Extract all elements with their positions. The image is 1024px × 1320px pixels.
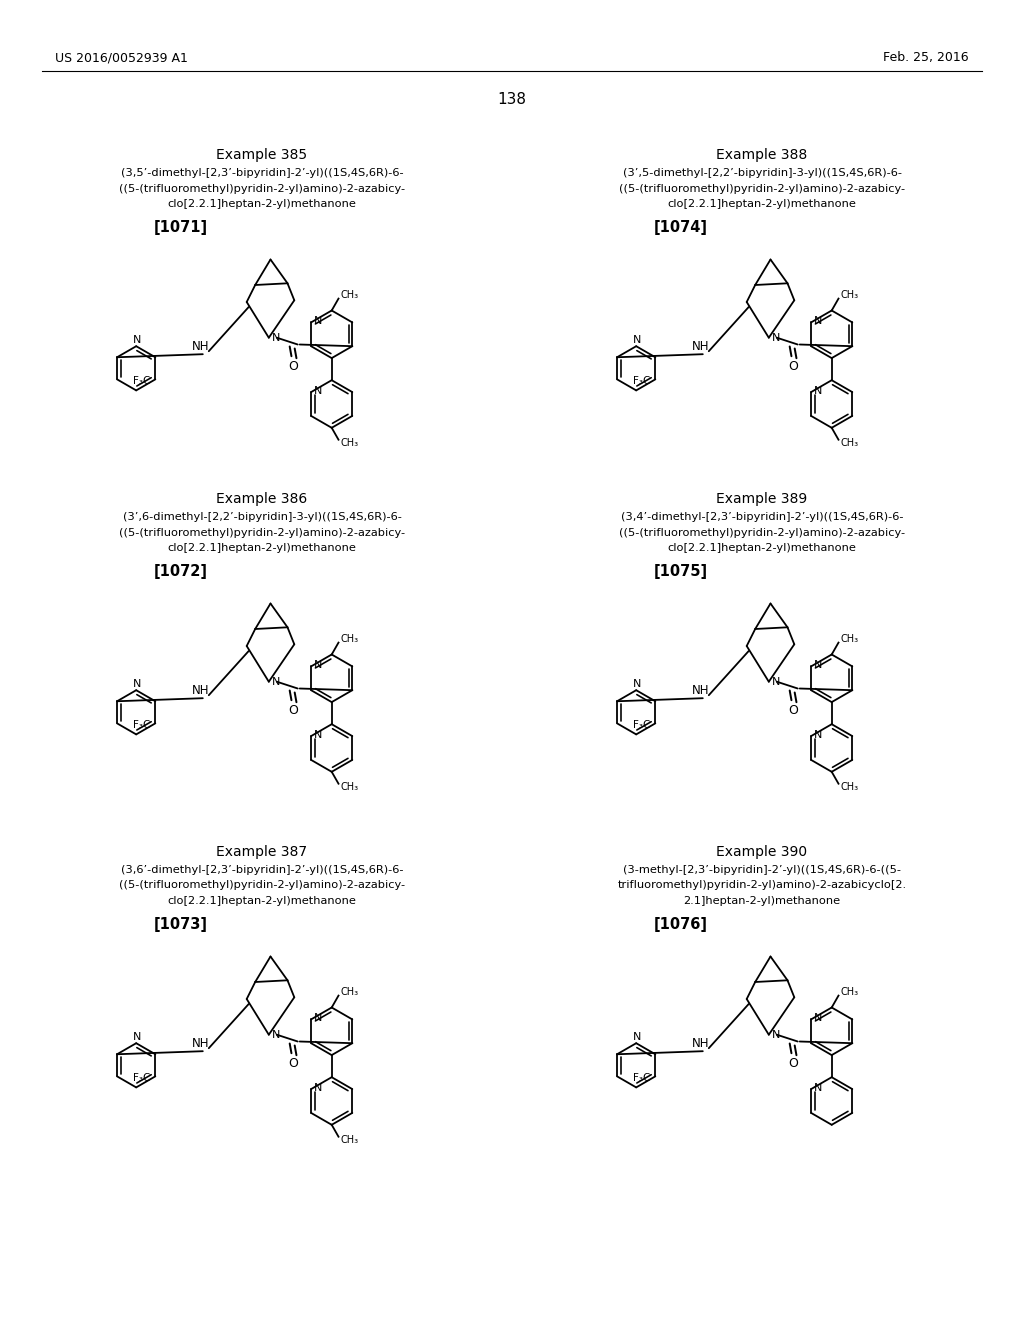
Text: N: N bbox=[133, 680, 141, 689]
Text: clo[2.2.1]heptan-2-yl)methanone: clo[2.2.1]heptan-2-yl)methanone bbox=[168, 543, 356, 553]
Text: clo[2.2.1]heptan-2-yl)methanone: clo[2.2.1]heptan-2-yl)methanone bbox=[668, 199, 856, 209]
Text: clo[2.2.1]heptan-2-yl)methanone: clo[2.2.1]heptan-2-yl)methanone bbox=[168, 896, 356, 906]
Text: N: N bbox=[633, 1032, 641, 1043]
Text: N: N bbox=[133, 1032, 141, 1043]
Text: Example 388: Example 388 bbox=[717, 148, 808, 162]
Text: N: N bbox=[271, 677, 281, 686]
Text: (3-methyl-[2,3’-bipyridin]-2’-yl)((1S,4S,6R)-6-((5-: (3-methyl-[2,3’-bipyridin]-2’-yl)((1S,4S… bbox=[623, 865, 901, 875]
Text: N: N bbox=[772, 1030, 780, 1040]
Text: CH₃: CH₃ bbox=[841, 634, 858, 644]
Text: ((5-(trifluoromethyl)pyridin-2-yl)amino)-2-azabicy-: ((5-(trifluoromethyl)pyridin-2-yl)amino)… bbox=[618, 183, 905, 194]
Text: Example 390: Example 390 bbox=[717, 845, 808, 859]
Text: ((5-(trifluoromethyl)pyridin-2-yl)amino)-2-azabicy-: ((5-(trifluoromethyl)pyridin-2-yl)amino)… bbox=[119, 880, 406, 891]
Text: N: N bbox=[814, 730, 822, 741]
Text: N: N bbox=[814, 1014, 822, 1023]
Text: N: N bbox=[314, 730, 323, 741]
Text: CH₃: CH₃ bbox=[340, 1135, 358, 1144]
Text: (3’,6-dimethyl-[2,2’-bipyridin]-3-yl)((1S,4S,6R)-6-: (3’,6-dimethyl-[2,2’-bipyridin]-3-yl)((1… bbox=[123, 512, 401, 521]
Text: CH₃: CH₃ bbox=[340, 781, 358, 792]
Text: O: O bbox=[788, 360, 799, 372]
Text: F₃C: F₃C bbox=[133, 721, 151, 730]
Text: CH₃: CH₃ bbox=[340, 438, 358, 447]
Text: N: N bbox=[814, 660, 822, 671]
Text: [1071]: [1071] bbox=[154, 220, 208, 235]
Text: NH: NH bbox=[193, 339, 210, 352]
Text: NH: NH bbox=[193, 1036, 210, 1049]
Text: O: O bbox=[788, 1057, 799, 1069]
Text: N: N bbox=[314, 385, 323, 396]
Text: 2.1]heptan-2-yl)methanone: 2.1]heptan-2-yl)methanone bbox=[683, 896, 841, 906]
Text: F₃C: F₃C bbox=[633, 721, 650, 730]
Text: N: N bbox=[772, 677, 780, 686]
Text: Example 389: Example 389 bbox=[717, 492, 808, 506]
Text: CH₃: CH₃ bbox=[340, 290, 358, 300]
Text: O: O bbox=[289, 704, 298, 717]
Text: NH: NH bbox=[692, 684, 710, 697]
Text: [1074]: [1074] bbox=[654, 220, 708, 235]
Text: clo[2.2.1]heptan-2-yl)methanone: clo[2.2.1]heptan-2-yl)methanone bbox=[168, 199, 356, 209]
Text: US 2016/0052939 A1: US 2016/0052939 A1 bbox=[55, 51, 187, 65]
Text: NH: NH bbox=[193, 684, 210, 697]
Text: O: O bbox=[289, 360, 298, 372]
Text: N: N bbox=[814, 1084, 822, 1093]
Text: Feb. 25, 2016: Feb. 25, 2016 bbox=[884, 51, 969, 65]
Text: N: N bbox=[314, 317, 323, 326]
Text: N: N bbox=[271, 333, 281, 343]
Text: [1075]: [1075] bbox=[654, 564, 709, 579]
Text: CH₃: CH₃ bbox=[841, 438, 858, 447]
Text: N: N bbox=[271, 1030, 281, 1040]
Text: N: N bbox=[314, 1084, 323, 1093]
Text: CH₃: CH₃ bbox=[841, 290, 858, 300]
Text: F₃C: F₃C bbox=[633, 376, 650, 387]
Text: N: N bbox=[314, 1014, 323, 1023]
Text: O: O bbox=[289, 1057, 298, 1069]
Text: clo[2.2.1]heptan-2-yl)methanone: clo[2.2.1]heptan-2-yl)methanone bbox=[668, 543, 856, 553]
Text: [1073]: [1073] bbox=[154, 917, 208, 932]
Text: F₃C: F₃C bbox=[133, 1073, 151, 1084]
Text: CH₃: CH₃ bbox=[841, 987, 858, 997]
Text: ((5-(trifluoromethyl)pyridin-2-yl)amino)-2-azabicy-: ((5-(trifluoromethyl)pyridin-2-yl)amino)… bbox=[119, 183, 406, 194]
Text: CH₃: CH₃ bbox=[340, 634, 358, 644]
Text: N: N bbox=[314, 660, 323, 671]
Text: CH₃: CH₃ bbox=[340, 987, 358, 997]
Text: O: O bbox=[788, 704, 799, 717]
Text: [1076]: [1076] bbox=[654, 917, 708, 932]
Text: (3,4’-dimethyl-[2,3’-bipyridin]-2’-yl)((1S,4S,6R)-6-: (3,4’-dimethyl-[2,3’-bipyridin]-2’-yl)((… bbox=[621, 512, 903, 521]
Text: N: N bbox=[633, 680, 641, 689]
Text: ((5-(trifluoromethyl)pyridin-2-yl)amino)-2-azabicy-: ((5-(trifluoromethyl)pyridin-2-yl)amino)… bbox=[618, 528, 905, 537]
Text: N: N bbox=[133, 335, 141, 346]
Text: CH₃: CH₃ bbox=[841, 781, 858, 792]
Text: (3,5’-dimethyl-[2,3’-bipyridin]-2’-yl)((1S,4S,6R)-6-: (3,5’-dimethyl-[2,3’-bipyridin]-2’-yl)((… bbox=[121, 168, 403, 178]
Text: N: N bbox=[633, 335, 641, 346]
Text: trifluoromethyl)pyridin-2-yl)amino)-2-azabicyclo[2.: trifluoromethyl)pyridin-2-yl)amino)-2-az… bbox=[617, 880, 906, 891]
Text: F₃C: F₃C bbox=[633, 1073, 650, 1084]
Text: F₃C: F₃C bbox=[133, 376, 151, 387]
Text: ((5-(trifluoromethyl)pyridin-2-yl)amino)-2-azabicy-: ((5-(trifluoromethyl)pyridin-2-yl)amino)… bbox=[119, 528, 406, 537]
Text: Example 385: Example 385 bbox=[216, 148, 307, 162]
Text: (3’,5-dimethyl-[2,2’-bipyridin]-3-yl)((1S,4S,6R)-6-: (3’,5-dimethyl-[2,2’-bipyridin]-3-yl)((1… bbox=[623, 168, 901, 178]
Text: Example 386: Example 386 bbox=[216, 492, 307, 506]
Text: N: N bbox=[772, 333, 780, 343]
Text: NH: NH bbox=[692, 339, 710, 352]
Text: Example 387: Example 387 bbox=[216, 845, 307, 859]
Text: N: N bbox=[814, 385, 822, 396]
Text: [1072]: [1072] bbox=[154, 564, 208, 579]
Text: N: N bbox=[814, 317, 822, 326]
Text: NH: NH bbox=[692, 1036, 710, 1049]
Text: 138: 138 bbox=[498, 92, 526, 107]
Text: (3,6’-dimethyl-[2,3’-bipyridin]-2’-yl)((1S,4S,6R)-6-: (3,6’-dimethyl-[2,3’-bipyridin]-2’-yl)((… bbox=[121, 865, 403, 875]
